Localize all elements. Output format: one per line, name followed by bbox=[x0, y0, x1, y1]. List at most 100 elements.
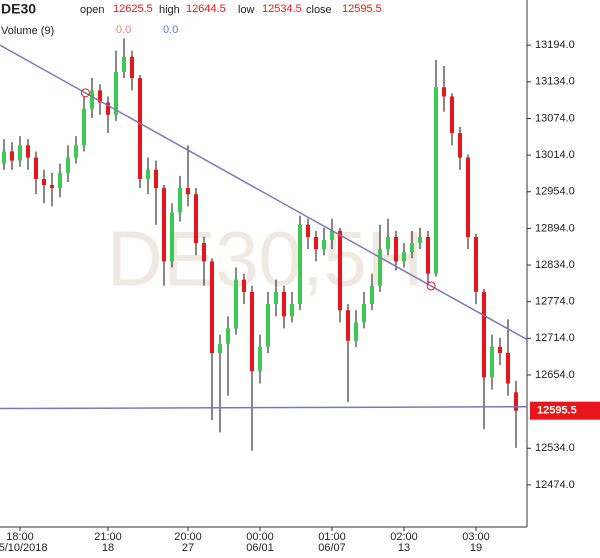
candle-body bbox=[138, 78, 142, 179]
close-label: close bbox=[306, 4, 332, 16]
candle-body bbox=[122, 56, 126, 73]
symbol: DE30 bbox=[1, 1, 36, 17]
candle-body bbox=[218, 343, 222, 353]
candle-body bbox=[410, 243, 414, 253]
candle-body bbox=[258, 346, 262, 372]
candle-body bbox=[330, 230, 334, 240]
x-tick-label: 19 bbox=[470, 542, 482, 554]
candle-body bbox=[58, 172, 62, 189]
candle-body bbox=[154, 169, 158, 189]
candle-body bbox=[362, 304, 366, 323]
price-tag-label: 12595.5 bbox=[537, 405, 577, 417]
candle-body bbox=[266, 304, 270, 347]
candle-body bbox=[66, 157, 70, 173]
candle-body bbox=[234, 279, 238, 329]
y-tick-label: 13194.0 bbox=[535, 39, 575, 51]
candle-body bbox=[18, 145, 22, 161]
volume-label: Volume (9) bbox=[1, 25, 54, 37]
candle-body bbox=[378, 249, 382, 286]
candle-body bbox=[346, 310, 350, 341]
candle-body bbox=[402, 252, 406, 262]
candle-body bbox=[498, 346, 502, 353]
y-tick-label: 12654.0 bbox=[535, 369, 575, 381]
volume-value: 0.0 bbox=[163, 24, 178, 36]
candle-body bbox=[226, 328, 230, 344]
candle-body bbox=[2, 151, 6, 164]
open-label: open bbox=[80, 4, 104, 16]
candle-body bbox=[458, 133, 462, 158]
candle-body bbox=[162, 188, 166, 262]
candle-body bbox=[338, 230, 342, 311]
volume-value: 0.0 bbox=[116, 24, 131, 36]
candle-body bbox=[130, 56, 134, 79]
x-tick-label: 06/01 bbox=[246, 542, 274, 554]
low-value: 12534.5 bbox=[262, 3, 302, 15]
x-tick-label: 01:00 bbox=[318, 531, 346, 543]
candle-body bbox=[114, 72, 118, 115]
trend-line bbox=[0, 44, 528, 341]
candle-body bbox=[514, 392, 518, 411]
candle-body bbox=[98, 90, 102, 103]
x-tick-label: 06/07 bbox=[318, 542, 346, 554]
candle-body bbox=[386, 236, 390, 250]
x-tick-label: 03:00 bbox=[462, 531, 490, 543]
trend-anchor bbox=[426, 281, 436, 291]
candle-body bbox=[26, 145, 30, 158]
candle-body bbox=[178, 188, 182, 213]
y-tick-label: 13134.0 bbox=[535, 76, 575, 88]
x-tick-label: 18:00 bbox=[6, 531, 34, 543]
candle-body bbox=[10, 151, 14, 161]
candle-body bbox=[370, 285, 374, 305]
x-tick-label: 05/10/2018 bbox=[0, 542, 48, 554]
y-tick-label: 12534.0 bbox=[535, 442, 575, 454]
candle-body bbox=[274, 291, 278, 305]
candle-body bbox=[50, 185, 54, 189]
y-tick-label: 12894.0 bbox=[535, 222, 575, 234]
x-tick-label: 27 bbox=[182, 542, 194, 554]
candle-body bbox=[450, 96, 454, 134]
x-tick-label: 13 bbox=[398, 542, 410, 554]
high-label: high bbox=[159, 4, 180, 16]
candle-body bbox=[210, 261, 214, 353]
candle-body bbox=[298, 224, 302, 305]
candle-body bbox=[490, 346, 494, 378]
y-tick-label: 12714.0 bbox=[535, 332, 575, 344]
candle-body bbox=[90, 90, 94, 109]
candle-body bbox=[466, 157, 470, 237]
candle-body bbox=[242, 279, 246, 292]
candle-body bbox=[34, 157, 38, 179]
candle-body bbox=[170, 212, 174, 262]
x-tick-label: 20:00 bbox=[174, 531, 202, 543]
candle-body bbox=[82, 108, 86, 146]
x-tick-label: 02:00 bbox=[390, 531, 418, 543]
candle-body bbox=[506, 352, 510, 384]
candle-body bbox=[202, 243, 206, 262]
candle-body bbox=[306, 224, 310, 237]
candle-body bbox=[434, 87, 438, 274]
candle-body bbox=[322, 239, 326, 250]
candle-body bbox=[146, 169, 150, 179]
candle-body bbox=[354, 322, 358, 341]
high-value: 12644.5 bbox=[186, 3, 226, 15]
y-tick-label: 12954.0 bbox=[535, 186, 575, 198]
trend-anchor bbox=[80, 88, 90, 98]
candle-body bbox=[290, 304, 294, 317]
candle-body bbox=[250, 291, 254, 372]
watermark: DE30,5H bbox=[107, 215, 424, 303]
candle-body bbox=[394, 236, 398, 262]
y-tick-label: 12834.0 bbox=[535, 259, 575, 271]
x-tick-label: 21:00 bbox=[94, 531, 122, 543]
candle-body bbox=[426, 236, 430, 274]
y-tick-label: 13014.0 bbox=[535, 149, 575, 161]
y-tick-label: 13074.0 bbox=[535, 112, 575, 124]
candle-body bbox=[418, 236, 422, 244]
candle-body bbox=[314, 236, 318, 250]
price-tag bbox=[530, 401, 600, 420]
candle-body bbox=[106, 102, 110, 115]
open-value: 12625.5 bbox=[113, 3, 153, 15]
low-label: low bbox=[238, 4, 255, 16]
candle-body bbox=[74, 145, 78, 158]
y-tick-label: 12774.0 bbox=[535, 296, 575, 308]
candle-body bbox=[186, 188, 190, 195]
